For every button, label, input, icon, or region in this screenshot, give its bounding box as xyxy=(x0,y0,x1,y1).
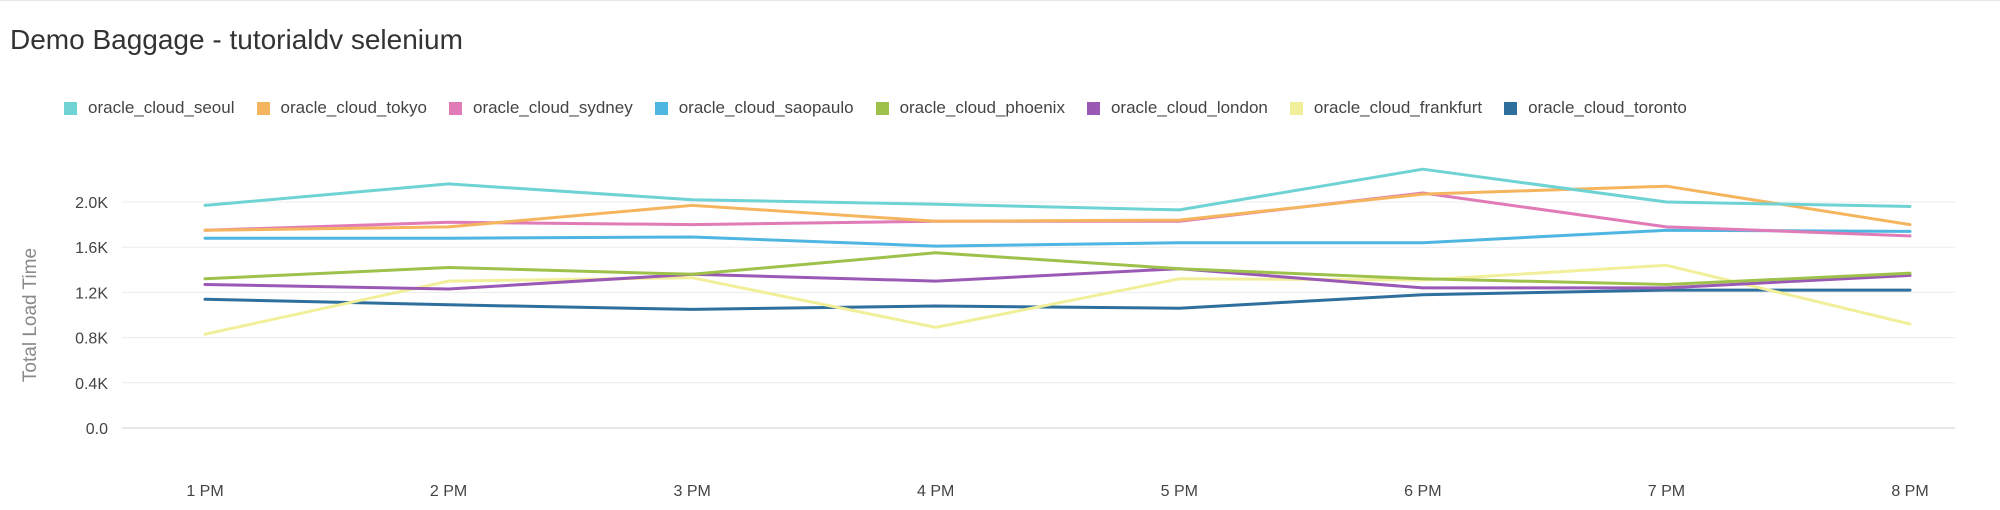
top-border xyxy=(0,0,2000,1)
series-line xyxy=(203,288,1912,311)
x-tick-label: 8 PM xyxy=(1891,483,1928,500)
y-tick-label: 1.6K xyxy=(75,240,108,257)
x-tick-label: 7 PM xyxy=(1648,483,1685,500)
legend-item[interactable]: oracle_cloud_london xyxy=(1086,98,1268,118)
chart-legend: oracle_cloud_seoul oracle_cloud_tokyo orac… xyxy=(64,98,1709,118)
y-tick-label: 2.0K xyxy=(75,195,108,212)
y-tick-label: 1.2K xyxy=(75,285,108,302)
legend-item[interactable]: oracle_cloud_toronto xyxy=(1504,98,1687,118)
x-tick-label: 4 PM xyxy=(917,483,954,500)
series-line xyxy=(203,267,1912,291)
legend-swatch xyxy=(1504,101,1518,115)
y-tick-label: 0.0 xyxy=(86,421,108,438)
legend-label: oracle_cloud_phoenix xyxy=(899,98,1065,117)
series-line xyxy=(203,184,1912,232)
series-line xyxy=(203,228,1912,248)
legend-item[interactable]: oracle_cloud_tokyo xyxy=(256,98,427,118)
chart-title: Demo Baggage - tutorialdv selenium xyxy=(10,24,463,55)
legend-label: oracle_cloud_toronto xyxy=(1528,98,1687,117)
legend-item[interactable]: oracle_cloud_seoul xyxy=(64,98,235,118)
series-line xyxy=(203,263,1912,336)
legend-item[interactable]: oracle_cloud_sydney xyxy=(448,98,633,118)
x-tick-label: 3 PM xyxy=(673,483,710,500)
legend-swatch xyxy=(448,101,462,115)
legend-label: oracle_cloud_saopaulo xyxy=(678,98,854,117)
legend-item[interactable]: oracle_cloud_phoenix xyxy=(875,98,1065,118)
x-tick-label: 1 PM xyxy=(186,483,223,500)
x-tick-label: 5 PM xyxy=(1161,483,1198,500)
series-line xyxy=(203,251,1912,286)
legend-swatch xyxy=(64,101,77,115)
legend-item[interactable]: oracle_cloud_frankfurt xyxy=(1289,98,1483,118)
legend-label: oracle_cloud_sydney xyxy=(472,98,633,117)
legend-swatch xyxy=(1289,101,1303,115)
legend-label: oracle_cloud_london xyxy=(1110,98,1268,117)
legend-swatch xyxy=(1086,101,1100,115)
y-tick-label: 0.8K xyxy=(75,331,108,348)
x-tick-label: 6 PM xyxy=(1404,483,1441,500)
legend-swatch xyxy=(256,101,270,115)
y-tick-label: 0.4K xyxy=(75,376,108,393)
x-tick-label: 2 PM xyxy=(430,483,467,500)
legend-item[interactable]: oracle_cloud_saopaulo xyxy=(654,98,854,118)
legend-label: oracle_cloud_seoul xyxy=(88,98,235,117)
legend-label: oracle_cloud_tokyo xyxy=(280,98,427,117)
series-line xyxy=(203,167,1912,212)
legend-label: oracle_cloud_frankfurt xyxy=(1313,98,1483,117)
legend-swatch xyxy=(875,101,889,115)
legend-swatch xyxy=(654,101,668,115)
y-axis-label: Total Load Time xyxy=(20,248,41,382)
